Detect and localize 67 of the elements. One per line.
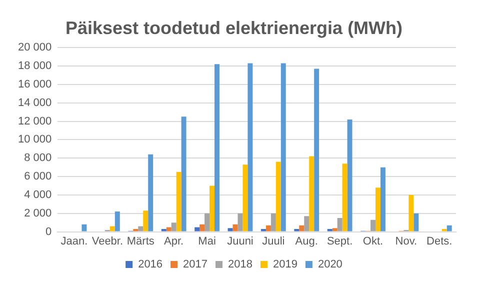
x-tick-label: Mai: [198, 235, 216, 248]
bar: [276, 162, 281, 232]
bar: [238, 213, 243, 232]
y-tick-label: 4 000: [24, 188, 52, 201]
legend-label: 2019: [272, 258, 298, 271]
bar: [376, 188, 380, 232]
bar: [110, 226, 115, 232]
bar: [314, 68, 320, 232]
bar: [380, 167, 386, 232]
bar: [138, 226, 144, 232]
x-tick-label: Apr.: [164, 235, 184, 248]
x-tick-label: Dets.: [426, 235, 452, 248]
bar: [332, 228, 338, 232]
x-tick-label: Märts: [126, 235, 155, 248]
bar: [114, 212, 120, 232]
x-tick-label: Okt.: [362, 235, 384, 248]
bar: [299, 225, 304, 232]
y-tick-label: 10 000: [18, 134, 52, 146]
y-tick-label: 12 000: [18, 115, 52, 128]
bar: [214, 64, 220, 232]
bar: [337, 218, 342, 232]
bar: [148, 154, 154, 232]
x-tick-label: Sept.: [326, 235, 353, 248]
bar: [228, 228, 233, 232]
y-tick-label: 14 000: [18, 96, 52, 109]
bar: [181, 116, 186, 232]
bar: [414, 213, 419, 232]
y-tick-label: 18 000: [18, 60, 52, 72]
bar: [82, 224, 87, 232]
y-tick-label: 16 000: [18, 78, 52, 90]
bar: [248, 63, 253, 232]
legend-label: 2020: [318, 258, 342, 271]
bar: [143, 210, 148, 232]
bar: [166, 227, 172, 232]
y-tick-label: 8 000: [24, 152, 52, 164]
y-tick-label: 20 000: [18, 42, 52, 54]
bar: [342, 164, 348, 232]
bar: [280, 63, 286, 232]
y-tick-label: 6 000: [24, 170, 52, 183]
bar: [232, 224, 238, 232]
y-tick-label: 0: [46, 226, 52, 238]
bar: [242, 164, 248, 232]
bar: [370, 220, 376, 232]
y-tick-label: 2 000: [24, 207, 52, 220]
x-tick-label: Veebr.: [92, 235, 124, 248]
bar: [210, 186, 214, 232]
bar: [408, 194, 414, 232]
bar: [446, 225, 452, 232]
bar: [347, 119, 352, 232]
bar: [200, 224, 205, 232]
legend-label: 2016: [138, 258, 163, 271]
bar: [304, 216, 310, 232]
x-tick-label: Nov.: [395, 235, 418, 248]
bar: [194, 227, 200, 232]
bar: [309, 156, 314, 232]
x-tick-label: Juuni: [227, 235, 254, 248]
legend-label: 2017: [183, 258, 208, 271]
bar: [171, 222, 176, 232]
x-tick-label: Jaan.: [60, 235, 88, 248]
x-tick-label: Aug.: [295, 235, 318, 248]
x-tick-label: Juuli: [262, 235, 285, 248]
bar: [176, 172, 182, 232]
bar: [204, 213, 210, 232]
bar: [270, 213, 276, 232]
chart-title: Päiksest toodetud elektrienergia (MWh): [65, 18, 403, 38]
bar: [266, 225, 271, 232]
legend-label: 2018: [228, 258, 252, 271]
